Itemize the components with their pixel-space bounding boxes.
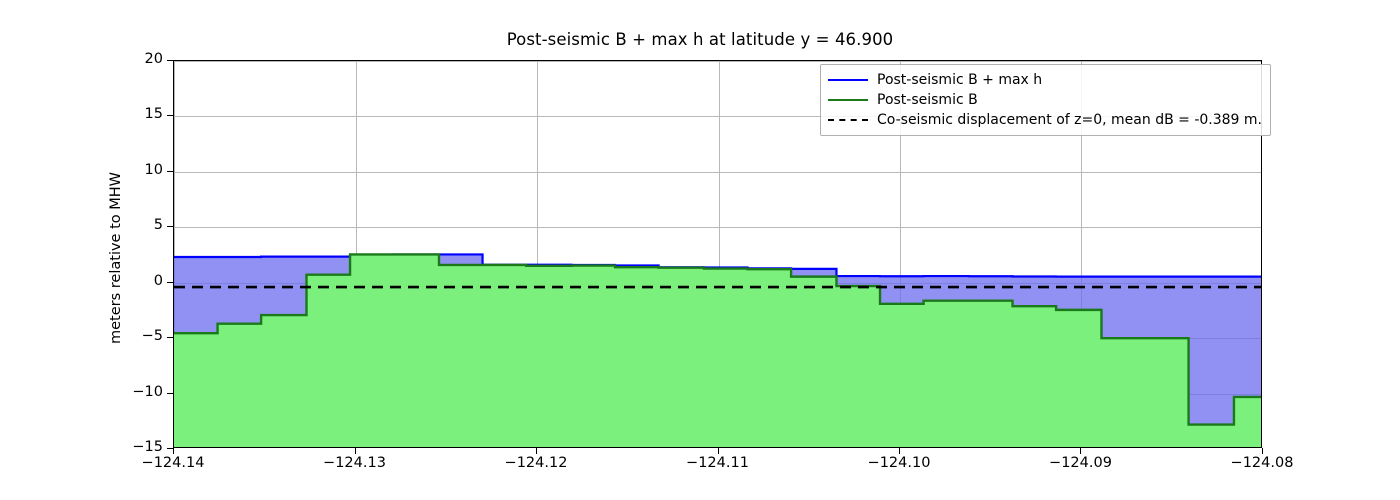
y-tick-mark: [167, 171, 173, 173]
y-tick-mark: [167, 282, 173, 284]
x-tick-mark: [899, 448, 901, 454]
legend-item[interactable]: Co-seismic displacement of z=0, mean dB …: [828, 110, 1262, 130]
x-tick-label: −124.09: [1049, 455, 1112, 471]
x-tick-mark: [355, 448, 357, 454]
x-tick-mark: [173, 448, 175, 454]
chart-title: Post-seismic B + max h at latitude y = 4…: [506, 30, 894, 49]
y-tick-label: −10: [132, 383, 163, 400]
x-tick-label: −124.11: [686, 455, 749, 471]
gridline-vertical: [719, 61, 720, 447]
y-axis-label: meters relative to MHW: [108, 172, 124, 344]
gridline-vertical: [1081, 61, 1082, 447]
legend-item[interactable]: Post-seismic B: [828, 90, 1262, 110]
y-tick-mark: [167, 60, 173, 62]
y-tick-mark: [167, 393, 173, 395]
x-tick-label: −124.14: [141, 455, 205, 471]
legend-label: Post-seismic B + max h: [877, 72, 1043, 88]
legend-line-icon: [828, 93, 868, 107]
y-tick-label: 5: [153, 217, 163, 234]
y-tick-label: 0: [153, 272, 163, 289]
y-tick-mark: [167, 337, 173, 339]
y-tick-label: −5: [141, 328, 163, 345]
legend-label: Post-seismic B: [877, 92, 978, 108]
gridline-horizontal: [174, 227, 1261, 228]
x-tick-mark: [1262, 448, 1264, 454]
x-tick-label: −124.10: [867, 455, 931, 471]
series-fill-green: [174, 254, 1261, 447]
y-tick-mark: [167, 115, 173, 117]
y-tick-label: 20: [144, 51, 163, 67]
legend-item[interactable]: Post-seismic B + max h: [828, 70, 1262, 90]
gridline-vertical: [900, 61, 901, 447]
gridline-vertical: [174, 61, 175, 447]
legend-line-icon: [828, 73, 868, 87]
gridline-horizontal: [174, 61, 1261, 62]
x-tick-label: −124.12: [504, 455, 568, 471]
chart-legend[interactable]: Post-seismic B + max h Post-seismic B Co-s…: [820, 64, 1271, 136]
legend-label: Co-seismic displacement of z=0, mean dB …: [877, 112, 1262, 128]
x-tick-mark: [718, 448, 720, 454]
y-tick-label: 10: [144, 161, 163, 178]
gridline-horizontal: [174, 116, 1261, 117]
series-layer: [174, 253, 1261, 447]
x-tick-mark: [536, 448, 538, 454]
x-tick-mark: [1080, 448, 1082, 454]
legend-dashed-line-icon: [828, 113, 868, 127]
y-tick-label: −15: [132, 439, 163, 455]
gridline-horizontal: [174, 172, 1261, 173]
x-tick-label: −124.13: [323, 455, 386, 471]
y-tick-mark: [167, 226, 173, 228]
x-tick-label: −124.08: [1230, 455, 1294, 471]
y-tick-mark: [167, 448, 173, 450]
y-tick-label: 15: [144, 106, 163, 123]
gridline-vertical: [537, 61, 538, 447]
series-line-green: [174, 253, 1261, 426]
